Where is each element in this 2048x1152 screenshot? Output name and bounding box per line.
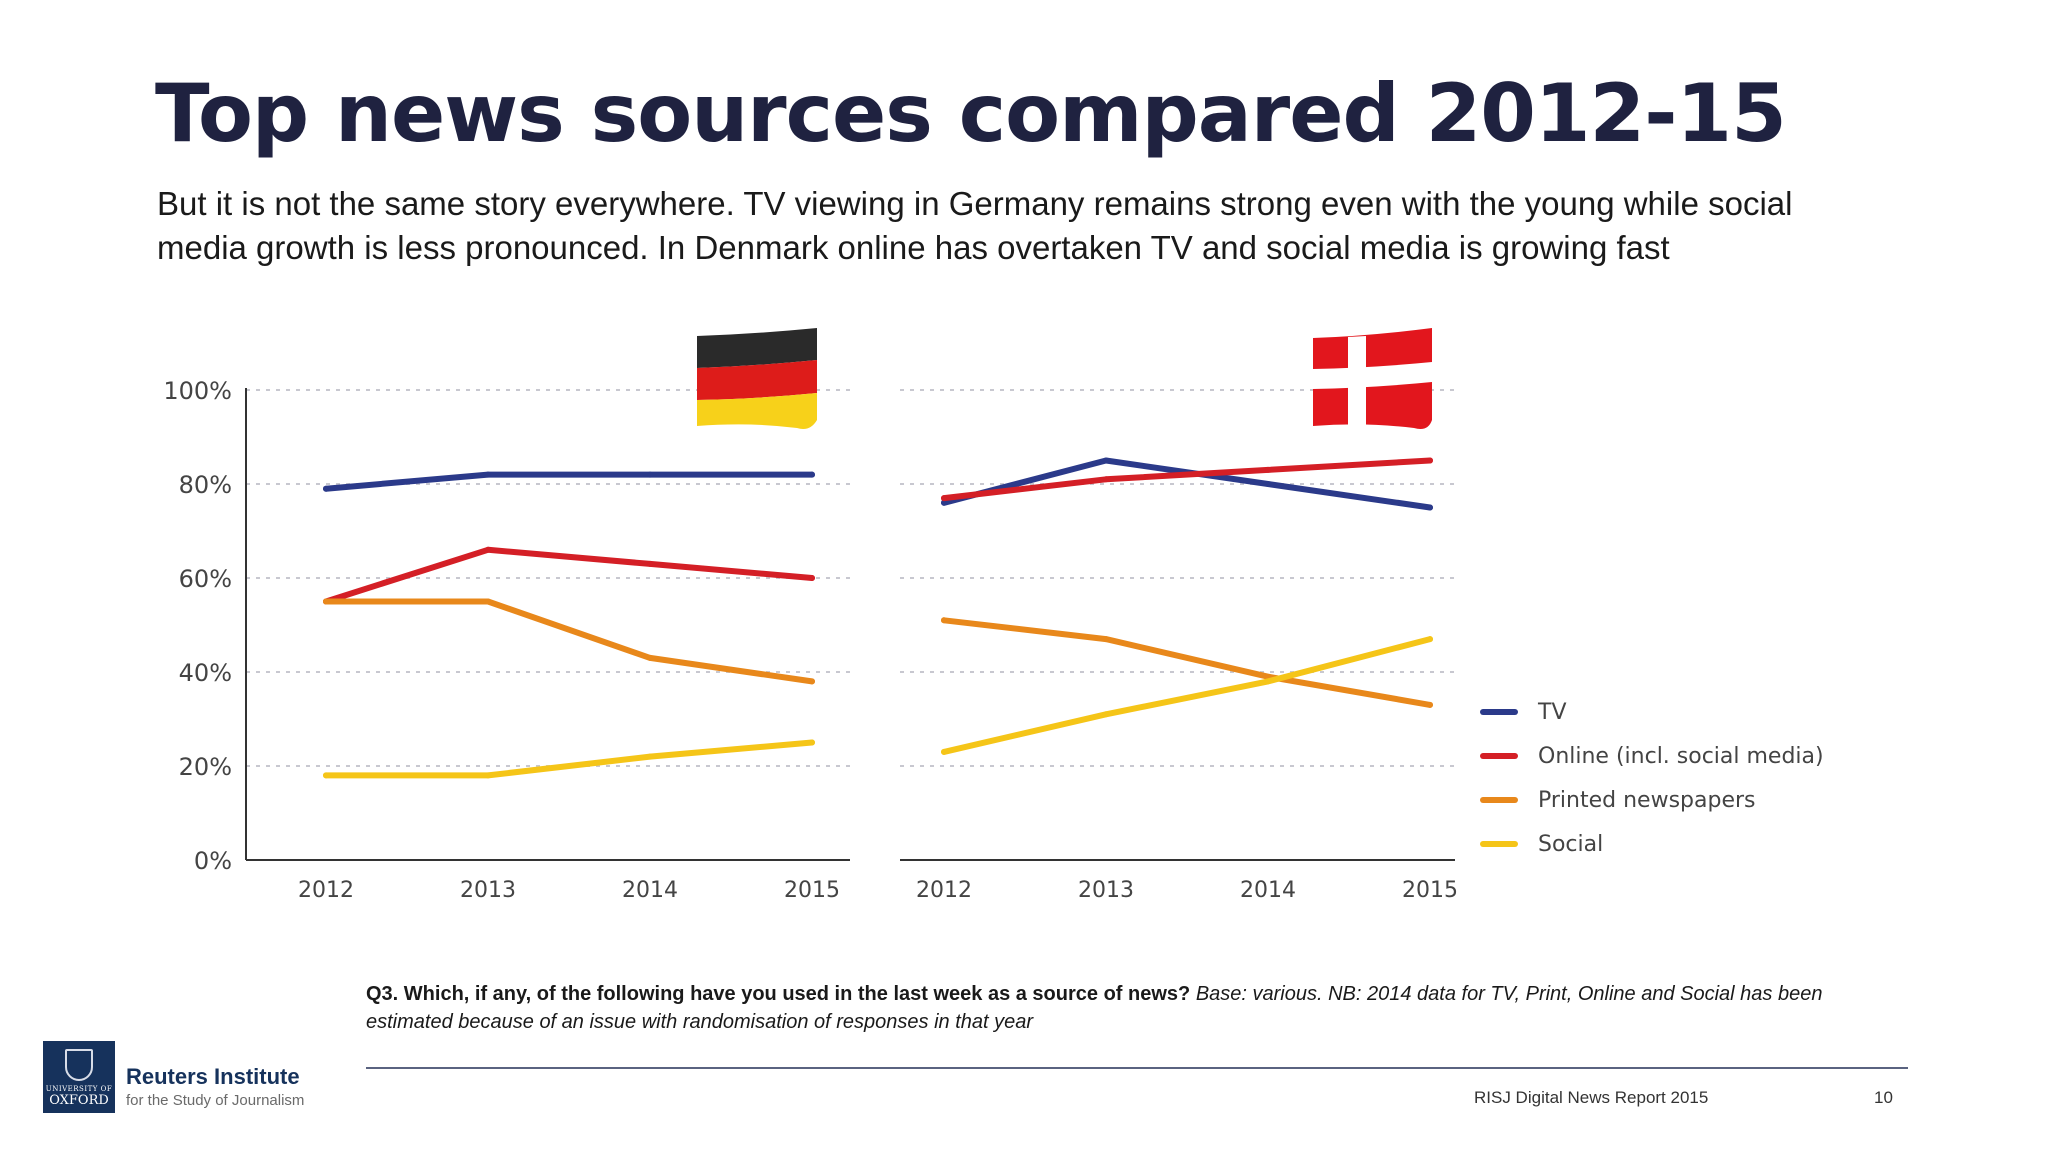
oxford-text: OXFORD	[49, 1093, 109, 1108]
data-point	[323, 485, 329, 492]
x-tick-label: 2012	[298, 878, 354, 903]
y-tick-label: 80%	[179, 471, 232, 499]
data-point	[809, 471, 815, 478]
page-title: Top news sources compared 2012-15	[155, 67, 1787, 160]
data-point	[323, 598, 329, 605]
data-point	[941, 499, 947, 506]
legend-label: TV	[1538, 699, 1567, 725]
data-point	[485, 546, 491, 553]
footnote: Q3. Which, if any, of the following have…	[366, 980, 1896, 1036]
data-point	[1427, 701, 1433, 708]
data-point	[485, 772, 491, 779]
data-point	[941, 495, 947, 502]
data-point	[809, 678, 815, 685]
data-point	[647, 753, 653, 760]
data-point	[1103, 457, 1109, 464]
data-point	[647, 654, 653, 661]
x-tick-label: 2015	[784, 878, 840, 903]
data-point	[1427, 457, 1433, 464]
y-tick-label: 60%	[179, 565, 232, 593]
data-point	[1427, 636, 1433, 643]
legend-item-print: Printed newspapers	[1480, 778, 1824, 822]
germany-flag-icon	[697, 328, 817, 429]
data-point	[485, 598, 491, 605]
data-point	[1427, 504, 1433, 511]
legend-item-tv: TV	[1480, 690, 1824, 734]
denmark-flag-icon	[1313, 328, 1432, 429]
data-point	[941, 748, 947, 755]
data-point	[809, 575, 815, 581]
subtitle: But it is not the same story everywhere.…	[157, 185, 1793, 266]
data-point	[323, 772, 329, 779]
x-tick-label: 2014	[1240, 878, 1296, 903]
data-point	[1265, 466, 1271, 473]
oxford-small-text: UNIVERSITY OF	[45, 1085, 113, 1093]
series-line-online-incl-social-media	[323, 546, 815, 605]
legend-label: Social	[1538, 831, 1604, 857]
oxford-crest-icon	[65, 1049, 93, 1081]
x-tick-label: 2013	[460, 878, 516, 903]
legend-item-online: Online (incl. social media)	[1480, 734, 1824, 778]
data-point	[1265, 481, 1271, 487]
oxford-logo: UNIVERSITY OF OXFORD	[43, 1041, 115, 1113]
legend-swatch	[1480, 709, 1518, 715]
y-tick-label: 0%	[194, 847, 232, 875]
report-name: RISJ Digital News Report 2015	[1474, 1088, 1709, 1107]
series-line-printed-newspapers	[323, 598, 815, 685]
series-line-social	[941, 636, 1433, 755]
data-point	[941, 617, 947, 624]
legend-swatch	[1480, 797, 1518, 803]
series-line-online-incl-social-media	[941, 457, 1433, 502]
footnote-question: Q3. Which, if any, of the following have…	[366, 983, 1191, 1005]
data-point	[1103, 636, 1109, 643]
institute-subtitle: for the Study of Journalism	[126, 1092, 305, 1109]
x-tick-label: 2013	[1078, 878, 1134, 903]
legend-swatch	[1480, 841, 1518, 847]
footnote-note: Base: various. NB: 2014 data for TV, Pri…	[366, 983, 1823, 1033]
series-line-printed-newspapers	[941, 617, 1433, 708]
footer-divider	[366, 1067, 1908, 1069]
legend-item-social: Social	[1480, 822, 1824, 866]
series-line-social	[323, 739, 815, 779]
x-tick-label: 2012	[916, 878, 972, 903]
series-line-tv	[323, 471, 815, 492]
page-number: 10	[1874, 1088, 1893, 1107]
legend-swatch	[1480, 753, 1518, 759]
data-point	[485, 471, 491, 478]
data-point	[647, 471, 653, 478]
data-point	[809, 739, 815, 746]
chart-legend: TV Online (incl. social media) Printed n…	[1480, 690, 1824, 866]
y-tick-label: 40%	[179, 659, 232, 687]
institute-name: Reuters Institute	[126, 1064, 300, 1089]
x-tick-label: 2015	[1402, 878, 1458, 903]
y-tick-label: 20%	[179, 753, 232, 781]
x-tick-label: 2014	[622, 878, 678, 903]
y-tick-label: 100%	[163, 377, 232, 405]
data-point	[647, 560, 653, 567]
data-point	[1103, 476, 1109, 483]
data-point	[1265, 678, 1271, 685]
news-sources-chart: 0% 20% 40% 60% 80% 100% 2012 2013 2014 2015 2012 20…	[163, 328, 1458, 903]
legend-label: Printed newspapers	[1538, 787, 1756, 813]
data-point	[1103, 711, 1109, 718]
legend-label: Online (incl. social media)	[1538, 743, 1824, 769]
